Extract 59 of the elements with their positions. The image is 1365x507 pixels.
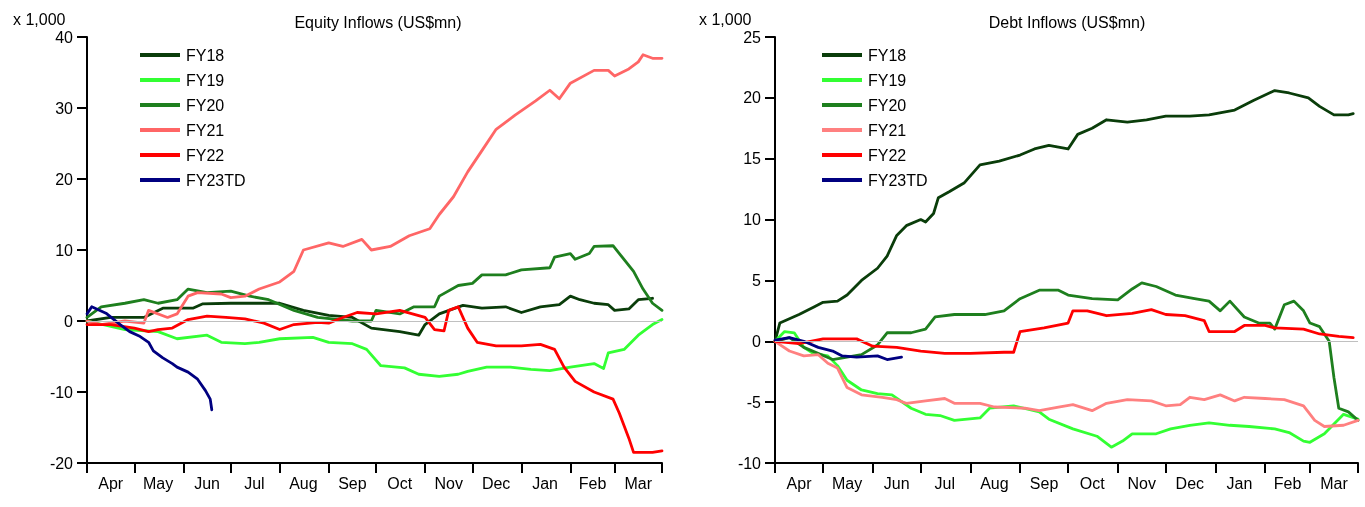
x-tick-label: Feb <box>578 474 607 492</box>
y-tick-label: 20 <box>55 170 74 188</box>
line-series <box>773 336 903 361</box>
y-tick-label: 0 <box>64 312 74 330</box>
y-axis-title: x 1,000 <box>699 10 752 28</box>
y-tick-label: 15 <box>743 150 762 168</box>
legend-label: FY22 <box>868 146 907 164</box>
x-tick-label: Jul <box>934 474 955 492</box>
legend-label: FY23TD <box>868 171 928 189</box>
y-tick-label: 0 <box>752 332 762 350</box>
line-series <box>85 305 214 412</box>
x-tick-label: Aug <box>289 474 318 492</box>
legend-label: FY20 <box>186 96 225 114</box>
x-tick-label: Mar <box>624 474 653 492</box>
y-tick-label: 30 <box>55 99 74 117</box>
chart-title: Debt Inflows (US$mn) <box>988 13 1146 31</box>
y-tick-label: 10 <box>743 211 762 229</box>
legend-label: FY21 <box>186 121 225 139</box>
x-tick-label: Nov <box>434 474 463 492</box>
x-tick-label: Feb <box>1273 474 1302 492</box>
chart-title: Equity Inflows (US$mn) <box>294 13 462 31</box>
x-tick-label: Aug <box>980 474 1009 492</box>
y-tick-label: -10 <box>49 383 74 401</box>
y-tick-label: -5 <box>746 393 762 411</box>
x-tick-label: Apr <box>786 474 813 492</box>
y-axis-title: x 1,000 <box>13 10 66 28</box>
y-tick-label: 25 <box>743 28 762 46</box>
x-tick-label: Jun <box>883 474 910 492</box>
y-tick-label: 5 <box>752 271 762 289</box>
legend-label: FY21 <box>868 121 907 139</box>
y-tick-label: 20 <box>743 89 762 107</box>
legend-label: FY18 <box>868 46 907 64</box>
line-series <box>85 305 664 454</box>
x-tick-label: Jan <box>1226 474 1253 492</box>
x-tick-label: May <box>142 474 174 492</box>
x-tick-label: Sep <box>1029 474 1059 492</box>
legend-label: FY19 <box>186 71 225 89</box>
x-tick-label: Nov <box>1127 474 1156 492</box>
y-tick-label: -10 <box>737 454 762 472</box>
y-tick-label: 10 <box>55 241 74 259</box>
x-tick-label: Apr <box>98 474 124 492</box>
legend-label: FY22 <box>186 146 225 164</box>
x-tick-label: Oct <box>387 474 413 492</box>
x-tick-label: Oct <box>1079 474 1106 492</box>
x-tick-label: Jan <box>532 474 558 492</box>
line-series <box>773 308 1355 355</box>
x-tick-label: Dec <box>481 474 511 492</box>
y-tick-label: -20 <box>49 454 74 472</box>
x-tick-label: Sep <box>338 474 367 492</box>
y-tick-label: 40 <box>55 28 74 46</box>
legend-label: FY20 <box>868 96 907 114</box>
x-tick-label: Jul <box>244 474 265 492</box>
x-tick-label: Dec <box>1175 474 1205 492</box>
legend-label: FY18 <box>186 46 225 64</box>
legend-label: FY23TD <box>186 171 246 189</box>
x-tick-label: May <box>831 474 863 492</box>
x-tick-label: Mar <box>1320 474 1349 492</box>
legend-label: FY19 <box>868 71 907 89</box>
x-tick-label: Jun <box>194 474 220 492</box>
